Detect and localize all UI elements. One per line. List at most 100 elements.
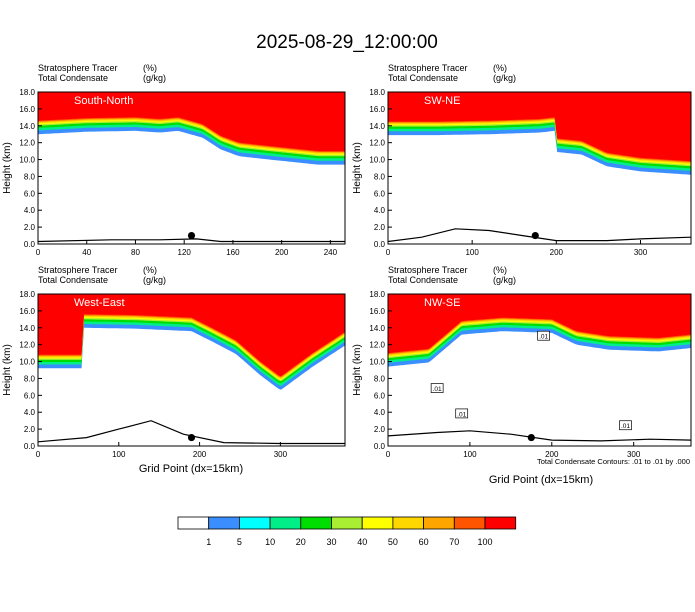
panel-header-nw-se-1: Total Condensate xyxy=(388,275,458,285)
y-tick-label-nw-se-6: 12.0 xyxy=(369,341,385,350)
y-tick-label-nw-se-2: 4.0 xyxy=(374,408,386,417)
y-tick-label-west-east-9: 18.0 xyxy=(19,290,35,299)
panel-label-sw-ne: SW-NE xyxy=(424,95,460,107)
colorbar-swatch-9 xyxy=(453,516,486,530)
plot-area-south-north xyxy=(38,92,345,244)
panel-header-sw-ne-0: Stratosphere Tracer xyxy=(388,63,468,73)
contour-label-box-1 xyxy=(455,408,469,419)
y-tick-label-west-east-4: 8.0 xyxy=(24,374,36,383)
panel-units-nw-se-1: (g/kg) xyxy=(493,275,516,285)
y-tick-label-south-north-3: 6.0 xyxy=(24,189,36,198)
y-tick-label-sw-ne-9: 18.0 xyxy=(369,88,385,97)
colorbar-label-3: 20 xyxy=(296,537,306,547)
colorbar-label-1: 5 xyxy=(237,537,242,547)
colorbar-swatch-1 xyxy=(208,516,240,530)
y-tick-label-sw-ne-8: 16.0 xyxy=(369,105,385,114)
y-tick-label-sw-ne-7: 14.0 xyxy=(369,122,385,131)
y-tick-label-south-north-5: 10.0 xyxy=(19,156,35,165)
y-axis-label-south-north: Height (km) xyxy=(2,142,13,194)
y-tick-label-south-north-2: 4.0 xyxy=(24,206,36,215)
colorbar-swatch-5 xyxy=(331,516,363,530)
y-tick-label-sw-ne-6: 12.0 xyxy=(369,139,385,148)
panel-header-sw-ne-1: Total Condensate xyxy=(388,73,458,83)
y-tick-label-nw-se-3: 6.0 xyxy=(374,391,386,400)
panel-header-nw-se-0: Stratosphere Tracer xyxy=(388,265,468,275)
colorbar-label-6: 50 xyxy=(388,537,398,547)
x-tick-label-south-north-3: 120 xyxy=(178,248,192,257)
x-tick-label-south-north-4: 160 xyxy=(226,248,240,257)
panel-header-west-east-0: Stratosphere Tracer xyxy=(38,265,118,275)
contour-note: Total Condensate Contours: .01 to .01 by… xyxy=(537,457,690,466)
y-tick-label-sw-ne-5: 10.0 xyxy=(369,156,385,165)
colorbar-label-5: 40 xyxy=(357,537,367,547)
y-tick-label-south-north-9: 18.0 xyxy=(19,88,35,97)
panel-units-sw-ne-1: (g/kg) xyxy=(493,73,516,83)
location-marker-south-north xyxy=(187,231,196,240)
y-tick-label-sw-ne-2: 4.0 xyxy=(374,206,386,215)
y-axis-label-nw-se: Height (km) xyxy=(352,344,363,396)
y-tick-label-west-east-0: 0.0 xyxy=(24,442,36,451)
tracer-core-nw-se xyxy=(388,294,691,348)
y-tick-label-west-east-1: 2.0 xyxy=(24,425,36,434)
colorbar-swatch-2 xyxy=(238,516,271,530)
panel-header-west-east-1: Total Condensate xyxy=(38,275,108,285)
x-axis-label-nw-se: Grid Point (dx=15km) xyxy=(489,474,593,486)
y-tick-label-west-east-2: 4.0 xyxy=(24,408,36,417)
plot-frame-sw-ne xyxy=(387,91,692,245)
x-tick-label-nw-se-3: 300 xyxy=(627,450,641,459)
x-tick-label-nw-se-0: 0 xyxy=(386,450,391,459)
tracer-core-west-east xyxy=(38,294,345,372)
location-marker-nw-se xyxy=(527,433,535,442)
x-tick-label-nw-se-2: 200 xyxy=(545,450,559,459)
contour-label-3: .01 xyxy=(621,423,630,430)
colorbar-label-8: 70 xyxy=(449,537,459,547)
colorbar: 1 5 10 20 30 40 50 60 70 100 xyxy=(177,516,517,547)
y-tick-label-nw-se-1: 2.0 xyxy=(374,425,386,434)
panel-label-west-east: West-East xyxy=(74,297,125,309)
plot-area-sw-ne xyxy=(388,92,691,244)
panel-label-nw-se: NW-SE xyxy=(424,297,460,309)
x-tick-label-west-east-1: 100 xyxy=(112,450,126,459)
x-tick-label-sw-ne-1: 100 xyxy=(465,248,479,257)
colorbar-label-9: 100 xyxy=(477,537,492,547)
colorbar-label-4: 30 xyxy=(326,537,336,547)
colorbar-label-0: 1 xyxy=(206,537,211,547)
x-tick-label-west-east-0: 0 xyxy=(36,450,41,459)
plot-area-nw-se xyxy=(388,294,691,446)
x-tick-label-nw-se-1: 100 xyxy=(463,450,477,459)
x-tick-label-south-north-2: 80 xyxy=(131,248,140,257)
y-tick-label-west-east-5: 10.0 xyxy=(19,358,35,367)
tracer-core-south-north xyxy=(38,92,345,146)
panel-units-west-east-1: (g/kg) xyxy=(143,275,166,285)
y-tick-label-south-north-1: 2.0 xyxy=(24,223,36,232)
x-tick-label-sw-ne-3: 300 xyxy=(634,248,648,257)
y-tick-label-west-east-3: 6.0 xyxy=(24,391,36,400)
colorbar-label-2: 10 xyxy=(265,537,275,547)
colorbar-swatch-4 xyxy=(300,516,332,530)
y-tick-label-south-north-8: 16.0 xyxy=(19,105,35,114)
contour-label-2: .01 xyxy=(539,334,548,341)
x-axis-label-west-east: Grid Point (dx=15km) xyxy=(139,463,243,475)
contour-label-box-2 xyxy=(537,330,550,341)
x-tick-label-south-north-1: 40 xyxy=(82,248,91,257)
y-tick-label-sw-ne-0: 0.0 xyxy=(374,240,386,249)
x-tick-label-sw-ne-2: 200 xyxy=(550,248,564,257)
panel-units-west-east-0: (%) xyxy=(143,265,157,275)
y-tick-label-south-north-0: 0.0 xyxy=(24,240,36,249)
colorbar-swatch-7 xyxy=(392,516,424,530)
colorbar-swatch-0 xyxy=(177,516,210,530)
panel-units-south-north-1: (g/kg) xyxy=(143,73,166,83)
y-axis-label-west-east: Height (km) xyxy=(2,344,13,396)
location-marker-sw-ne xyxy=(531,231,539,240)
x-tick-label-west-east-3: 300 xyxy=(274,450,288,459)
y-tick-label-west-east-8: 16.0 xyxy=(19,307,35,316)
y-axis-label-sw-ne: Height (km) xyxy=(352,142,363,194)
y-tick-label-nw-se-5: 10.0 xyxy=(369,358,385,367)
panel-units-south-north-0: (%) xyxy=(143,63,157,73)
y-tick-label-south-north-4: 8.0 xyxy=(24,172,36,181)
colorbar-swatch-8 xyxy=(423,516,455,530)
